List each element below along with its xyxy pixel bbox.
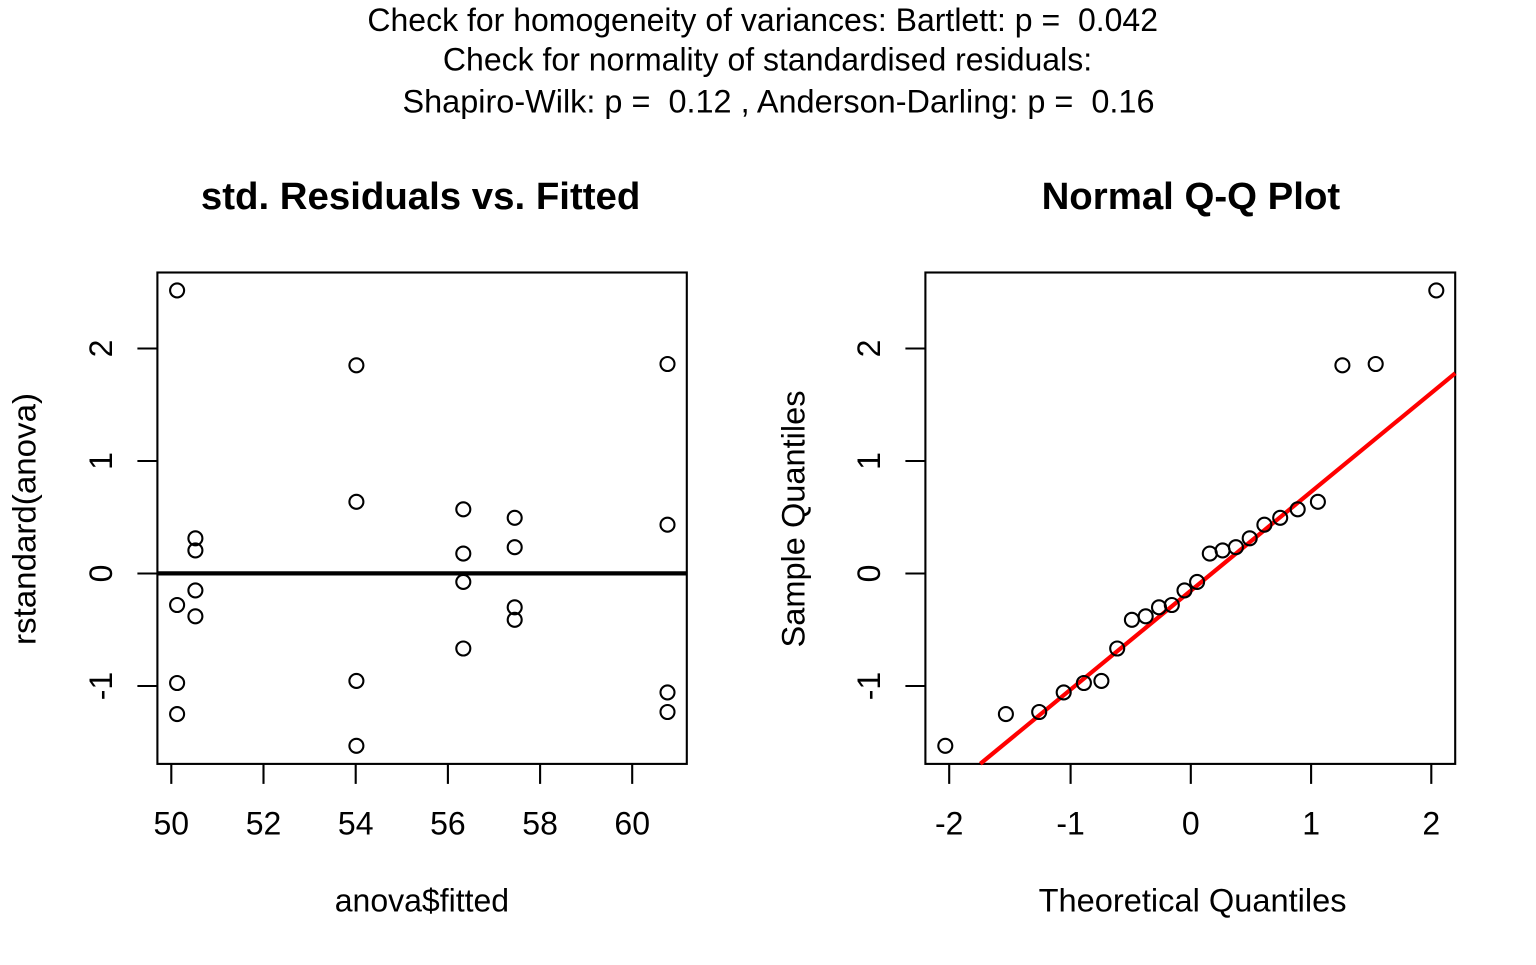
svg-text:56: 56	[430, 806, 466, 842]
svg-text:anova$fitted: anova$fitted	[335, 883, 509, 919]
svg-text:Theoretical Quantiles: Theoretical Quantiles	[1039, 883, 1347, 919]
svg-text:58: 58	[522, 806, 558, 842]
svg-text:60: 60	[614, 806, 650, 842]
svg-text:1: 1	[1302, 806, 1320, 842]
svg-text:0: 0	[1182, 806, 1200, 842]
svg-text:Sample Quantiles: Sample Quantiles	[776, 391, 812, 648]
svg-text:Normal Q-Q Plot: Normal Q-Q Plot	[1042, 175, 1341, 218]
svg-text:2: 2	[1422, 806, 1440, 842]
svg-text:52: 52	[246, 806, 282, 842]
svg-text:std. Residuals vs. Fitted: std. Residuals vs. Fitted	[201, 175, 640, 218]
svg-text:2: 2	[851, 340, 887, 358]
svg-text:0: 0	[851, 565, 887, 583]
svg-text:54: 54	[338, 806, 374, 842]
svg-text:0: 0	[83, 565, 119, 583]
svg-text:Check for homogeneity of varia: Check for homogeneity of variances: Bart…	[367, 2, 1158, 38]
svg-text:-2: -2	[935, 806, 963, 842]
svg-text:Check for normality of standar: Check for normality of standardised resi…	[443, 42, 1092, 78]
svg-text:50: 50	[154, 806, 190, 842]
svg-text:1: 1	[83, 452, 119, 470]
svg-text:2: 2	[83, 340, 119, 358]
svg-text:-1: -1	[83, 672, 119, 700]
svg-text:-1: -1	[851, 672, 887, 700]
svg-text:rstandard(anova): rstandard(anova)	[7, 393, 43, 645]
svg-text:-1: -1	[1056, 806, 1084, 842]
svg-text:1: 1	[851, 452, 887, 470]
svg-text:Shapiro-Wilk: p = 0.12 , Ande: Shapiro-Wilk: p = 0.12 , Anderson-Darlin…	[403, 83, 1155, 119]
